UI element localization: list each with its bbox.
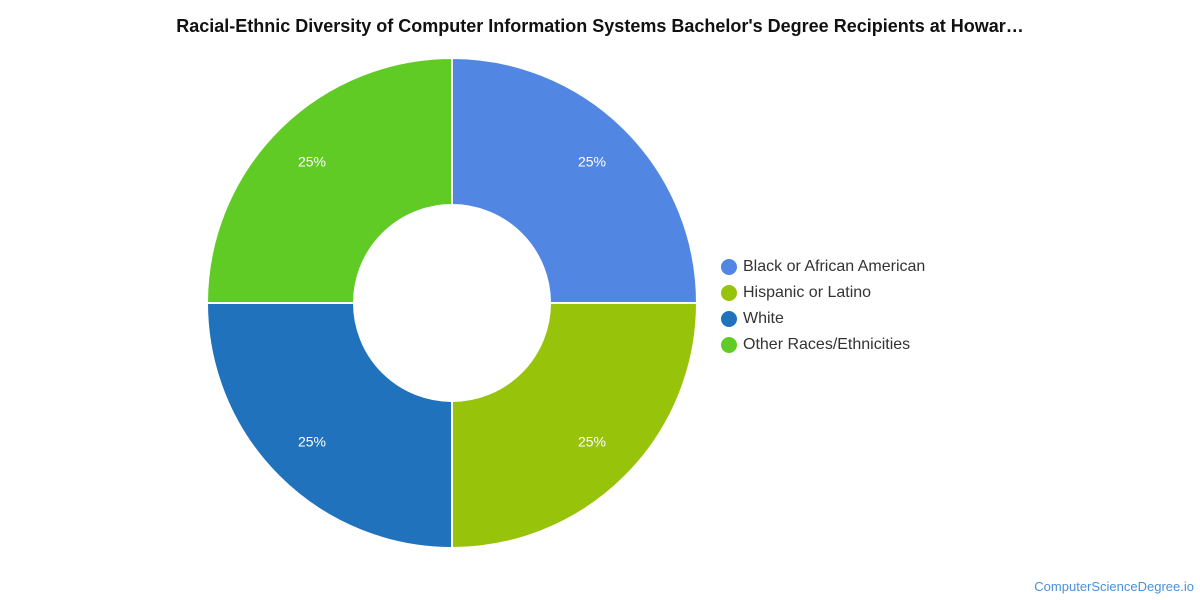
legend-label-black-or-african-american: Black or African American	[743, 258, 926, 275]
slice-label-other-races-ethnicities: 25%	[298, 154, 326, 170]
site-watermark-link[interactable]: ComputerScienceDegree.io	[1034, 579, 1194, 594]
legend-item-black-or-african-american[interactable]: Black or African American	[721, 254, 925, 280]
legend-swatch-hispanic-or-latino	[721, 285, 737, 301]
slice-label-white: 25%	[298, 434, 326, 450]
slice-label-black-or-african-american: 25%	[578, 154, 606, 170]
legend-swatch-black-or-african-american	[721, 259, 737, 275]
legend-item-white[interactable]: White	[721, 306, 925, 332]
legend-label-white: White	[743, 310, 784, 327]
slice-white[interactable]	[205, 302, 453, 550]
legend-swatch-white	[721, 311, 737, 327]
legend-swatch-other-races-ethnicities	[721, 337, 737, 353]
slice-label-hispanic-or-latino: 25%	[578, 434, 606, 450]
legend-label-other-races-ethnicities: Other Races/Ethnicities	[743, 336, 911, 353]
legend-item-other-races-ethnicities[interactable]: Other Races/Ethnicities	[721, 332, 925, 358]
legend-item-hispanic-or-latino[interactable]: Hispanic or Latino	[721, 280, 925, 306]
chart-title: Racial-Ethnic Diversity of Computer Info…	[176, 16, 1024, 36]
legend-label-hispanic-or-latino: Hispanic or Latino	[743, 284, 872, 301]
slice-labels-group: 25% 25% 25% 25%	[298, 154, 606, 450]
slices-group	[205, 56, 699, 550]
slice-black-or-african-american[interactable]	[451, 56, 699, 304]
slice-other-races-ethnicities[interactable]	[205, 56, 453, 304]
legend: Black or African American Hispanic or La…	[721, 254, 925, 358]
slice-hispanic-or-latino[interactable]	[451, 302, 699, 550]
